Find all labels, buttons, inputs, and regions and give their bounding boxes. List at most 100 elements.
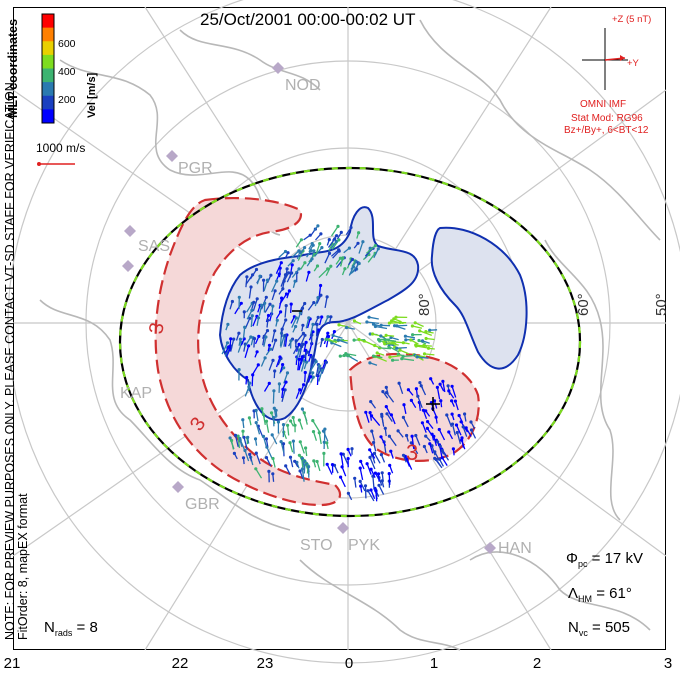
vector-origin	[339, 230, 343, 234]
vector-origin	[310, 257, 314, 261]
velocity-vector	[411, 436, 415, 450]
station-marker-nod	[272, 62, 284, 74]
vector-origin	[314, 360, 318, 364]
velocity-vector	[332, 334, 343, 339]
scale-vector	[37, 162, 75, 166]
vector-origin	[263, 301, 267, 305]
vector-origin	[398, 348, 402, 352]
vector-origin	[238, 337, 242, 341]
velocity-vector	[378, 485, 385, 495]
velocity-vector	[245, 276, 248, 288]
vector-origin	[418, 381, 422, 385]
velocity-vector	[244, 345, 250, 358]
vector-origin	[267, 343, 272, 347]
vector-origin	[301, 323, 305, 327]
velocity-vector	[358, 241, 364, 254]
velocity-vector	[244, 450, 250, 462]
velocity-vector	[412, 325, 423, 329]
vector-origin	[367, 315, 371, 319]
velocity-vector	[326, 464, 333, 475]
vector-origin	[264, 295, 268, 299]
vector-origin	[368, 361, 372, 365]
vector-origin	[284, 380, 288, 384]
vector-origin	[457, 413, 461, 418]
vector-origin	[450, 399, 454, 403]
vector-origin	[302, 383, 306, 387]
velocity-vector	[268, 360, 274, 371]
vector-origin	[229, 337, 233, 341]
vector-origin	[264, 456, 269, 460]
vector-origin	[371, 322, 376, 326]
station-han: HAN	[498, 540, 532, 557]
velocity-vector	[252, 316, 258, 327]
vector-origin	[317, 431, 321, 435]
velocity-vector	[272, 390, 275, 404]
vector-origin	[422, 352, 427, 356]
vector-origin	[463, 412, 467, 416]
velocity-vector	[298, 419, 304, 430]
vector-origin	[248, 452, 252, 456]
vector-origin	[266, 318, 270, 322]
velocity-vector	[262, 436, 268, 448]
vector-origin	[237, 331, 241, 335]
velocity-vector	[255, 468, 263, 479]
velocity-vector	[465, 427, 472, 437]
velocity-vector	[321, 362, 328, 374]
vector-origin	[284, 464, 288, 468]
vector-origin	[243, 325, 247, 329]
velocity-vector	[366, 463, 372, 475]
vector-origin	[455, 430, 459, 435]
vector-origin	[248, 381, 252, 385]
vector-origin	[287, 271, 291, 275]
colorbar	[41, 13, 55, 124]
vector-origin	[241, 429, 245, 433]
vector-origin	[344, 326, 349, 330]
station-marker-sto	[337, 522, 349, 534]
velocity-vector	[280, 319, 287, 332]
colorbar-swatch	[42, 54, 54, 69]
vector-origin	[317, 364, 321, 368]
vector-origin	[358, 466, 362, 470]
colorbar-swatch	[42, 14, 54, 29]
mlt-tick-22: 22	[171, 655, 189, 672]
vector-origin	[293, 279, 297, 283]
vector-origin	[300, 467, 304, 471]
velocity-vector	[424, 353, 435, 356]
vector-origin	[316, 328, 320, 332]
velocity-vector	[394, 325, 406, 330]
vector-origin	[310, 355, 314, 359]
vector-origin	[260, 407, 264, 411]
vector-origin	[323, 427, 327, 431]
velocity-vector	[280, 274, 287, 287]
imf-y-label: +Y	[627, 58, 639, 69]
mlt-tick-1: 1	[429, 655, 439, 672]
velocity-vector	[415, 435, 421, 446]
vector-origin	[246, 435, 250, 439]
vector-origin	[326, 315, 330, 319]
velocity-vector	[380, 436, 387, 446]
vector-origin	[307, 465, 311, 469]
velocity-vector	[303, 412, 308, 425]
vector-origin	[300, 355, 304, 359]
vector-origin	[451, 447, 455, 451]
velocity-vector	[375, 325, 388, 330]
velocity-vector	[251, 364, 259, 376]
vector-origin	[308, 375, 313, 379]
vector-origin	[303, 301, 307, 306]
vector-origin	[372, 440, 376, 445]
vector-origin	[358, 479, 362, 483]
vector-origin	[376, 472, 381, 476]
vector-origin	[298, 311, 302, 315]
vector-origin	[264, 419, 269, 423]
velocity-vector	[365, 412, 370, 423]
vector-origin	[420, 339, 425, 343]
vector-origin	[377, 337, 381, 342]
velocity-vector	[416, 345, 428, 349]
vector-origin	[376, 247, 380, 251]
vector-origin	[301, 342, 305, 346]
velocity-vector	[251, 374, 254, 387]
velocity-vector	[299, 441, 305, 454]
velocity-vector	[271, 434, 278, 445]
vector-origin	[309, 249, 313, 253]
vector-origin	[388, 355, 392, 359]
